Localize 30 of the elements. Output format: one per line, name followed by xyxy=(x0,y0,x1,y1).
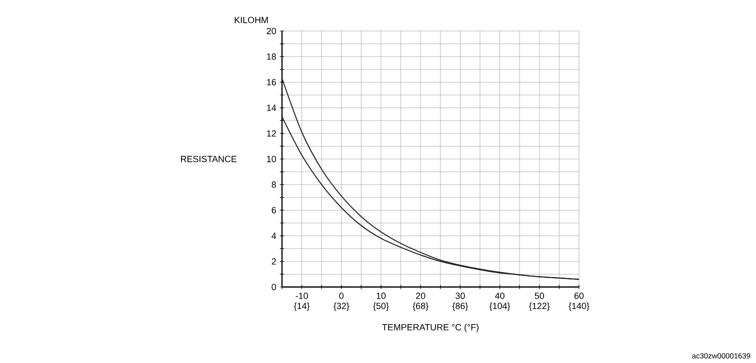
x-tick-label: 20 xyxy=(416,292,426,299)
y-tick-label: 14 xyxy=(267,104,276,111)
y-tick-label: 20 xyxy=(266,28,276,34)
x-tick-label: 60 xyxy=(574,292,584,299)
y-tick-label: 10 xyxy=(267,156,276,162)
y-tick-label: 16 xyxy=(267,79,276,86)
x-tick-label: 30 xyxy=(456,292,465,299)
x2-tick-label: {14} xyxy=(294,302,310,311)
x-tick-label: -10 xyxy=(296,292,308,299)
x2-tick-label: {50} xyxy=(373,302,389,311)
x-tick-label: 10 xyxy=(376,292,386,299)
x2-tick-label: {32} xyxy=(334,302,350,311)
y-axis-title: RESISTANCE xyxy=(181,156,237,162)
x2-tick-label: {86} xyxy=(452,302,468,311)
x-tick-label: 0 xyxy=(339,292,344,299)
x2-tick-label: {122} xyxy=(529,302,550,311)
x2-tick-label: {104} xyxy=(489,302,510,311)
x-tick-label: 50 xyxy=(534,292,544,299)
y-tick-label: 4 xyxy=(272,232,276,239)
text: KILOHM xyxy=(234,16,268,24)
y-tick-label: 18 xyxy=(267,53,276,60)
x-axis-title: TEMPERATURE °C (°F) xyxy=(382,324,479,332)
y-tick-label: 8 xyxy=(272,181,276,188)
x2-tick-label: {140} xyxy=(568,302,590,311)
y-tick-label: 12 xyxy=(267,130,276,137)
y-tick-label: 0 xyxy=(272,284,276,290)
y-tick-label: 2 xyxy=(272,258,276,265)
y-tick-label: 6 xyxy=(272,207,276,214)
x2-tick-label: {68} xyxy=(412,302,428,311)
x-tick-label: 40 xyxy=(495,292,504,299)
